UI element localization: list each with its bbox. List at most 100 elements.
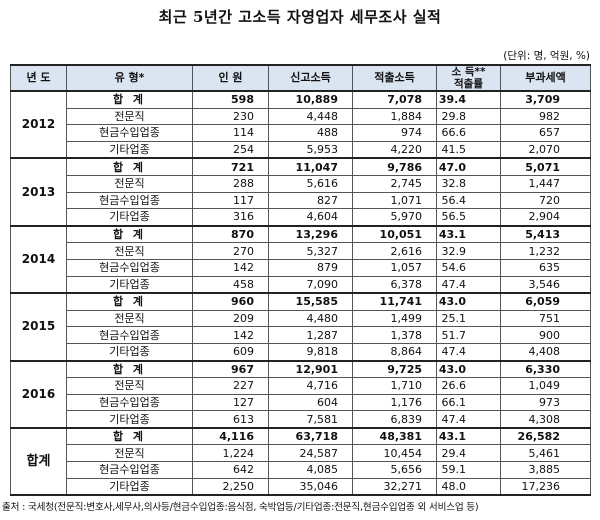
cell-reported-income: 63,718 [268, 427, 353, 446]
table-row: 전문직 1,224 24,587 10,454 29.4 5,461 [11, 444, 591, 463]
cell-year: 합계 [10, 427, 67, 497]
header-detection-rate: 소 득** 적출률 [436, 64, 501, 92]
cell-reported-income: 12,901 [268, 359, 353, 379]
cell-type: 현금수입업종 [66, 461, 193, 479]
cell-people: 114 [192, 124, 269, 142]
cell-detected-income: 1,884 [352, 107, 437, 126]
cell-type: 합 계 [66, 225, 193, 244]
cell-people: 316 [192, 208, 269, 227]
cell-detected-income: 48,381 [352, 427, 437, 446]
cell-people: 870 [192, 225, 269, 244]
table-row: 현금수입업종 142 1,287 1,378 51.7 900 [11, 326, 591, 344]
cell-reported-income: 15,585 [268, 292, 353, 311]
table-row-total: 2012 합 계 598 10,889 7,078 39.4 3,709 [10, 90, 591, 160]
cell-detection-rate: 43.0 [436, 359, 501, 379]
header-tax: 부과세액 [500, 64, 591, 92]
cell-tax: 6,330 [500, 359, 591, 379]
cell-detection-rate: 56.5 [436, 208, 501, 227]
table-row-total: 2014 합 계 870 13,296 10,051 43.1 5,413 [10, 225, 591, 295]
header-type: 유 형* [66, 64, 193, 92]
cell-detection-rate: 66.1 [436, 393, 501, 412]
cell-detection-rate: 47.4 [436, 410, 501, 429]
cell-tax: 2,070 [500, 140, 591, 160]
cell-people: 254 [192, 140, 269, 160]
cell-detected-income: 5,970 [352, 208, 437, 227]
cell-detection-rate: 25.1 [436, 309, 501, 328]
table-row: 현금수입업종 117 827 1,071 56.4 720 [11, 191, 591, 210]
cell-people: 288 [192, 174, 269, 193]
cell-people: 117 [192, 191, 269, 210]
cell-type: 전문직 [66, 309, 193, 328]
cell-type: 전문직 [66, 242, 193, 260]
cell-detection-rate: 54.6 [436, 258, 501, 277]
cell-reported-income: 5,327 [268, 242, 353, 260]
table-row-total: 2016 합 계 967 12,901 9,725 43.0 6,330 [10, 359, 591, 429]
cell-detected-income: 32,271 [352, 477, 437, 497]
cell-type: 현금수입업종 [66, 124, 193, 142]
cell-people: 270 [192, 242, 269, 260]
cell-tax: 973 [500, 393, 591, 412]
cell-tax: 4,308 [500, 410, 591, 429]
table-row-total: 합계 합 계 4,116 63,718 48,381 43.1 26,582 [10, 427, 591, 497]
cell-type: 합 계 [66, 292, 193, 311]
cell-detected-income: 7,078 [352, 90, 437, 109]
cell-people: 613 [192, 410, 269, 429]
cell-detected-income: 9,725 [352, 359, 437, 379]
cell-type: 전문직 [66, 444, 193, 463]
header-detected-income: 적출소득 [352, 64, 437, 92]
cell-type: 기타업종 [66, 275, 193, 295]
table-row: 전문직 270 5,327 2,616 32.9 1,232 [11, 242, 591, 260]
cell-reported-income: 1,287 [268, 326, 353, 344]
cell-tax: 5,461 [500, 444, 591, 463]
table-title: 최근 5년간 고소득 자영업자 세무조사 실적 [158, 8, 442, 26]
cell-reported-income: 9,818 [268, 342, 353, 362]
cell-type: 현금수입업종 [66, 258, 193, 277]
unit-note: (단위: 명, 억원, %) [503, 50, 590, 62]
cell-detected-income: 10,454 [352, 444, 437, 463]
cell-type: 현금수입업종 [66, 393, 193, 412]
cell-detection-rate: 39.4 [436, 90, 501, 109]
table-row: 기타업종 254 5,953 4,220 41.5 2,070 [11, 140, 591, 160]
cell-type: 현금수입업종 [66, 191, 193, 210]
cell-people: 227 [192, 377, 269, 395]
cell-people: 142 [192, 258, 269, 277]
cell-detected-income: 4,220 [352, 140, 437, 160]
cell-type: 합 계 [66, 157, 193, 176]
cell-detected-income: 2,745 [352, 174, 437, 193]
cell-tax: 751 [500, 309, 591, 328]
cell-type: 합 계 [66, 359, 193, 379]
cell-reported-income: 5,953 [268, 140, 353, 160]
cell-detection-rate: 47.4 [436, 342, 501, 362]
table-row: 전문직 288 5,616 2,745 32.8 1,447 [11, 174, 591, 193]
table-row: 기타업종 613 7,581 6,839 47.4 4,308 [11, 410, 591, 429]
cell-tax: 3,546 [500, 275, 591, 295]
cell-people: 598 [192, 90, 269, 109]
cell-reported-income: 879 [268, 258, 353, 277]
table-row-total: 2015 합 계 960 15,585 11,741 43.0 6,059 [10, 292, 591, 362]
source-note: 출처 : 국세청(전문직:변호사,세무사,의사등/현금수입업종:음식점, 숙박업… [2, 502, 479, 513]
table-row: 현금수입업종 142 879 1,057 54.6 635 [11, 258, 591, 277]
cell-type: 전문직 [66, 174, 193, 193]
cell-detected-income: 11,741 [352, 292, 437, 311]
cell-reported-income: 24,587 [268, 444, 353, 463]
cell-detection-rate: 59.1 [436, 461, 501, 479]
cell-detection-rate: 29.4 [436, 444, 501, 463]
cell-tax: 3,709 [500, 90, 591, 109]
cell-detected-income: 1,499 [352, 309, 437, 328]
audit-results-table: 년 도 유 형* 인 원 신고소득 적출소득 소 득** 적출률 부과세액 20… [10, 64, 591, 497]
cell-tax: 2,904 [500, 208, 591, 227]
cell-detection-rate: 32.8 [436, 174, 501, 193]
header-reported-income: 신고소득 [268, 64, 353, 92]
cell-people: 967 [192, 359, 269, 379]
cell-tax: 635 [500, 258, 591, 277]
cell-reported-income: 4,604 [268, 208, 353, 227]
cell-people: 209 [192, 309, 269, 328]
cell-tax: 4,408 [500, 342, 591, 362]
table-row: 전문직 209 4,480 1,499 25.1 751 [11, 309, 591, 328]
cell-year: 2013 [10, 157, 67, 227]
cell-tax: 3,885 [500, 461, 591, 479]
cell-reported-income: 4,085 [268, 461, 353, 479]
cell-detection-rate: 56.4 [436, 191, 501, 210]
cell-detection-rate: 47.0 [436, 157, 501, 176]
cell-tax: 657 [500, 124, 591, 142]
